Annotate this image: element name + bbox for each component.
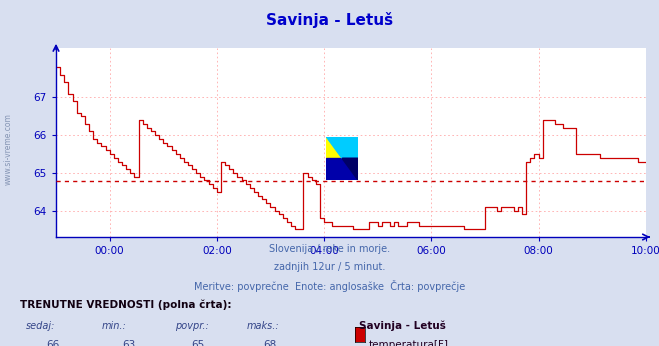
Text: maks.:: maks.: (247, 321, 280, 331)
Text: zadnjih 12ur / 5 minut.: zadnjih 12ur / 5 minut. (273, 262, 386, 272)
Text: temperatura[F]: temperatura[F] (369, 340, 449, 346)
Text: min.:: min.: (102, 321, 127, 331)
Bar (326, 158, 358, 180)
Text: 68: 68 (264, 340, 277, 346)
Text: www.si-vreme.com: www.si-vreme.com (4, 113, 13, 185)
Polygon shape (326, 137, 342, 158)
Text: Slovenija / reke in morje.: Slovenija / reke in morje. (269, 244, 390, 254)
Text: sedaj:: sedaj: (26, 321, 56, 331)
Polygon shape (342, 158, 358, 180)
Bar (342, 137, 358, 158)
Text: 66: 66 (46, 340, 59, 346)
Text: TRENUTNE VREDNOSTI (polna črta):: TRENUTNE VREDNOSTI (polna črta): (20, 299, 231, 310)
Text: 63: 63 (122, 340, 135, 346)
Text: Meritve: povprečne  Enote: anglosaške  Črta: povprečje: Meritve: povprečne Enote: anglosaške Črt… (194, 280, 465, 292)
Bar (326, 137, 342, 158)
Text: 65: 65 (191, 340, 204, 346)
Text: Savinja - Letuš: Savinja - Letuš (359, 321, 446, 331)
Text: povpr.:: povpr.: (175, 321, 208, 331)
Text: Savinja - Letuš: Savinja - Letuš (266, 12, 393, 28)
